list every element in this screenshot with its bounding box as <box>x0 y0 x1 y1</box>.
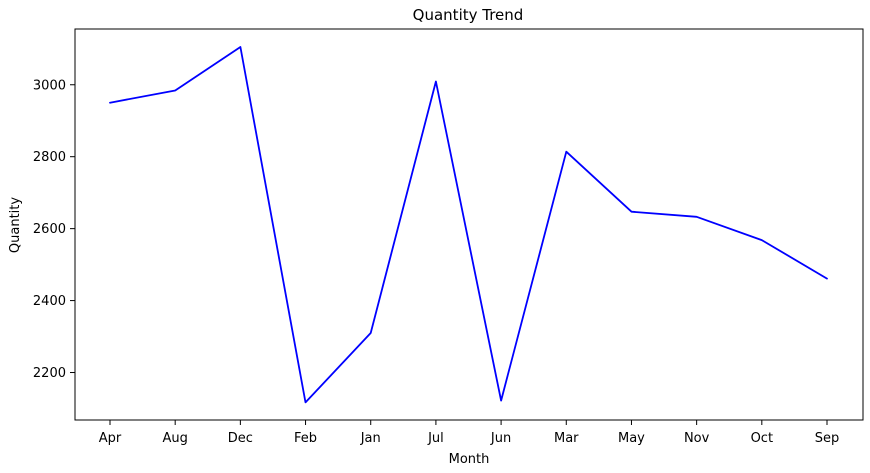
x-tick-label: May <box>618 431 645 446</box>
x-tick-label: Nov <box>684 431 710 446</box>
y-tick-label: 2200 <box>33 366 66 381</box>
x-tick-label: Dec <box>228 431 253 446</box>
x-tick-label: Aug <box>162 431 187 446</box>
x-tick-label: Jul <box>427 431 444 446</box>
series-layer <box>109 46 828 404</box>
x-axis: Apr Aug Dec Feb Jan Jul Jun Mar May Nov Oct Sep <box>99 420 840 446</box>
x-tick-label: Apr <box>99 431 122 446</box>
y-axis-label: Quantity <box>8 197 23 253</box>
y-tick-label: 2800 <box>33 150 66 165</box>
y-axis: 2200 2400 2600 2800 3000 <box>33 78 75 381</box>
chart-title: Quantity Trend <box>413 6 524 24</box>
x-tick-label: Jan <box>360 431 381 446</box>
x-tick-label: Oct <box>751 431 773 446</box>
x-axis-label: Month <box>449 452 490 467</box>
x-tick-label: Feb <box>294 431 317 446</box>
x-tick-label: Sep <box>815 431 840 446</box>
y-tick-label: 3000 <box>33 78 66 93</box>
y-tick-label: 2600 <box>33 222 66 237</box>
y-tick-label: 2400 <box>33 294 66 309</box>
plot-frame <box>74 28 864 421</box>
series-line-1 <box>109 46 828 404</box>
x-tick-label: Mar <box>554 431 579 446</box>
x-tick-label: Jun <box>490 431 511 446</box>
